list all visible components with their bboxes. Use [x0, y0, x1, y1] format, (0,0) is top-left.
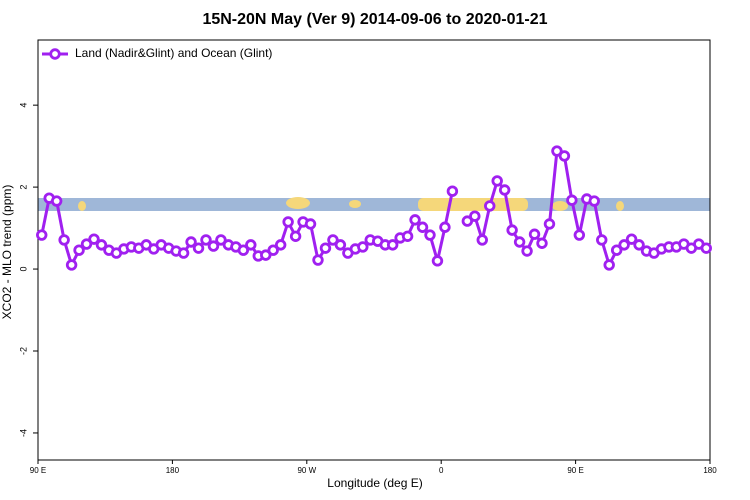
data-point: [274, 239, 287, 251]
data-point: [357, 241, 369, 253]
data-point: [446, 185, 459, 197]
data-point: [506, 224, 518, 236]
data-point: [260, 249, 272, 261]
data-point: [237, 244, 250, 256]
data-point: [461, 215, 474, 227]
data-point: [177, 247, 190, 259]
data-point: [386, 239, 399, 251]
data-point: [513, 236, 526, 248]
map-strip: [38, 197, 710, 211]
data-point: [207, 240, 220, 252]
data-point: [484, 200, 496, 212]
data-point: [409, 214, 421, 226]
data-point: [401, 230, 414, 242]
data-point: [610, 244, 623, 256]
data-point: [491, 175, 503, 187]
data-point: [618, 239, 630, 251]
data-point: [304, 218, 317, 230]
x-tick-label: 0: [439, 466, 444, 475]
legend-label: Land (Nadir&Glint) and Ocean (Glint): [75, 46, 272, 60]
x-axis-label: Longitude (deg E): [327, 476, 422, 490]
y-tick-label: -2: [18, 347, 28, 355]
data-point: [185, 236, 197, 248]
y-tick-label: -4: [18, 429, 28, 437]
y-tick-label: 0: [18, 267, 28, 272]
data-point: [312, 254, 324, 266]
chart-title: 15N-20N May (Ver 9) 2014-09-06 to 2020-0…: [202, 11, 547, 28]
data-point: [603, 259, 615, 271]
data-point: [267, 244, 279, 256]
data-point: [289, 230, 302, 242]
x-tick-label: 90 E: [30, 466, 46, 475]
data-point: [498, 184, 511, 196]
y-tick-label: 2: [18, 185, 28, 190]
data-point: [439, 221, 451, 233]
data-point: [95, 239, 108, 251]
data-point: [551, 145, 563, 157]
data-point: [633, 239, 645, 251]
data-point: [80, 238, 93, 250]
legend-marker: [49, 48, 61, 60]
data-point: [625, 233, 638, 245]
data-point: [200, 234, 212, 246]
data-point: [424, 229, 436, 241]
data-point: [543, 218, 556, 230]
data-point: [558, 150, 571, 162]
data-point: [215, 234, 227, 246]
data-point: [416, 221, 429, 233]
y-tick-label: 4: [18, 103, 28, 108]
data-point: [700, 242, 712, 254]
data-point: [65, 259, 78, 271]
data-point: [282, 216, 294, 228]
data-point: [528, 228, 541, 240]
data-point: [536, 237, 548, 249]
data-point: [588, 195, 600, 207]
data-point: [319, 242, 332, 254]
data-point: [469, 210, 481, 222]
data-point: [73, 244, 85, 256]
x-tick-label: 180: [166, 466, 180, 475]
data-point: [192, 242, 205, 254]
data-point: [334, 239, 347, 251]
y-axis-label: XCO2 - MLO trend (ppm): [0, 185, 14, 320]
data-point: [596, 234, 608, 246]
data-point: [327, 234, 339, 246]
x-tick-label: 180: [703, 466, 717, 475]
data-point: [58, 234, 70, 246]
data-point: [566, 194, 578, 206]
data-point: [573, 229, 586, 241]
data-point: [50, 195, 63, 207]
data-point: [431, 255, 444, 267]
data-point: [521, 245, 533, 257]
data-point: [245, 239, 257, 251]
data-point: [88, 233, 100, 245]
data-point: [476, 234, 488, 246]
x-tick-label: 90 W: [297, 466, 316, 475]
data-point: [36, 229, 48, 241]
x-tick-label: 90 E: [567, 466, 583, 475]
